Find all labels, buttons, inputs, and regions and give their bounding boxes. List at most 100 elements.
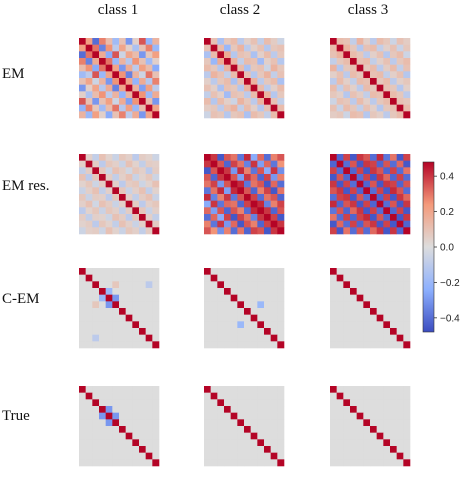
heatmap-cell	[244, 214, 251, 221]
heatmap-cell	[356, 160, 364, 168]
heatmap-cell	[125, 432, 133, 440]
heatmap-cell	[270, 160, 278, 168]
heatmap-cell	[330, 111, 337, 119]
heatmap-cell	[145, 84, 153, 92]
heatmap-cell	[210, 214, 218, 221]
heatmap-cell	[376, 207, 384, 215]
heatmap-cell	[139, 392, 146, 400]
heatmap-cell	[363, 308, 371, 315]
heatmap-cell	[330, 44, 337, 52]
heatmap-cell	[390, 160, 397, 168]
heatmap-cell	[264, 288, 271, 295]
heatmap-cell	[230, 58, 238, 65]
heatmap-cell	[119, 71, 126, 79]
heatmap-cell	[277, 288, 285, 295]
heatmap-cell	[270, 174, 278, 181]
heatmap-cell	[264, 301, 271, 309]
heatmap-cell	[244, 227, 251, 235]
heatmap-cell	[79, 194, 86, 201]
heatmap-cell	[204, 71, 211, 79]
heatmap-cell	[370, 439, 377, 447]
heatmap-cell	[270, 452, 278, 460]
heatmap-cell	[257, 314, 265, 322]
heatmap-cell	[383, 268, 391, 275]
heatmap-cell	[264, 64, 271, 72]
heatmap-cell	[403, 71, 411, 79]
heatmap-cell	[390, 321, 397, 329]
heatmap-cell	[264, 459, 271, 467]
heatmap-cell	[403, 406, 411, 413]
heatmap-cell	[250, 58, 258, 65]
heatmap-cell	[370, 51, 377, 59]
heatmap-cell	[99, 154, 106, 161]
heatmap-cell	[132, 180, 140, 188]
heatmap-cell	[230, 301, 238, 309]
heatmap-cell	[336, 227, 344, 235]
heatmap-cell	[370, 91, 377, 99]
heatmap-cell	[336, 334, 344, 342]
heatmap-cell	[92, 406, 100, 413]
heatmap-cell	[139, 386, 146, 393]
heatmap-cell	[330, 167, 337, 175]
heatmap-cell	[125, 452, 133, 460]
heatmap-cell	[330, 78, 337, 85]
heatmap-cell	[264, 446, 271, 453]
heatmap-cell	[396, 301, 404, 309]
heatmap-cell	[237, 174, 245, 181]
heatmap-cell	[210, 207, 218, 215]
heatmap-cell	[383, 439, 391, 447]
heatmap-cell	[112, 426, 120, 433]
heatmap-cell	[152, 288, 160, 295]
heatmap-cell	[356, 78, 364, 85]
heatmap-cell	[237, 58, 245, 65]
heatmap-cell	[85, 419, 93, 427]
heatmap-cell	[250, 91, 258, 99]
heatmap-cell	[105, 426, 113, 433]
heatmap-cell	[237, 439, 245, 447]
heatmap-cell	[132, 91, 140, 99]
heatmap-cell	[370, 111, 377, 119]
heatmap-cell	[330, 412, 337, 420]
heatmap-cell	[152, 392, 160, 400]
heatmap-cell	[277, 104, 285, 112]
heatmap-cell	[376, 406, 384, 413]
heatmap-cell	[99, 274, 106, 282]
heatmap-cell	[105, 328, 113, 335]
heatmap-cell	[270, 44, 278, 52]
heatmap-cell	[125, 78, 133, 85]
heatmap-cell	[152, 281, 160, 289]
heatmap-cell	[132, 321, 140, 329]
heatmap-cell	[350, 71, 357, 79]
heatmap-cell	[330, 274, 337, 282]
heatmap-cell	[244, 392, 251, 400]
heatmap-cell	[210, 220, 218, 228]
heatmap-cell	[343, 84, 351, 92]
heatmap-cell	[99, 174, 106, 181]
heatmap-cell	[336, 274, 344, 282]
heatmap-cell	[119, 207, 126, 215]
heatmap-cell	[85, 220, 93, 228]
heatmap-cell	[396, 419, 404, 427]
heatmap-cell	[257, 194, 265, 201]
heatmap-cell	[92, 154, 100, 161]
heatmap-cell	[244, 220, 251, 228]
heatmap-cell	[244, 194, 251, 201]
row-label-true: True	[2, 408, 30, 424]
heatmap-cell	[139, 294, 146, 302]
heatmap-cell	[112, 341, 120, 349]
heatmap-cell	[210, 412, 218, 420]
heatmap-cell	[79, 281, 86, 289]
heatmap-cell	[336, 294, 344, 302]
heatmap-cell	[330, 314, 337, 322]
heatmap-cell	[257, 78, 265, 85]
heatmap-cell	[85, 281, 93, 289]
heatmap-cell	[277, 334, 285, 342]
heatmap-cell	[330, 386, 337, 393]
heatmap-cell	[257, 111, 265, 119]
heatmap-panel-1-1	[79, 38, 160, 119]
heatmap-cell	[257, 220, 265, 228]
heatmap-cell	[105, 432, 113, 440]
heatmap-cell	[99, 281, 106, 289]
heatmap-cell	[237, 180, 245, 188]
heatmap-cell	[105, 154, 113, 161]
